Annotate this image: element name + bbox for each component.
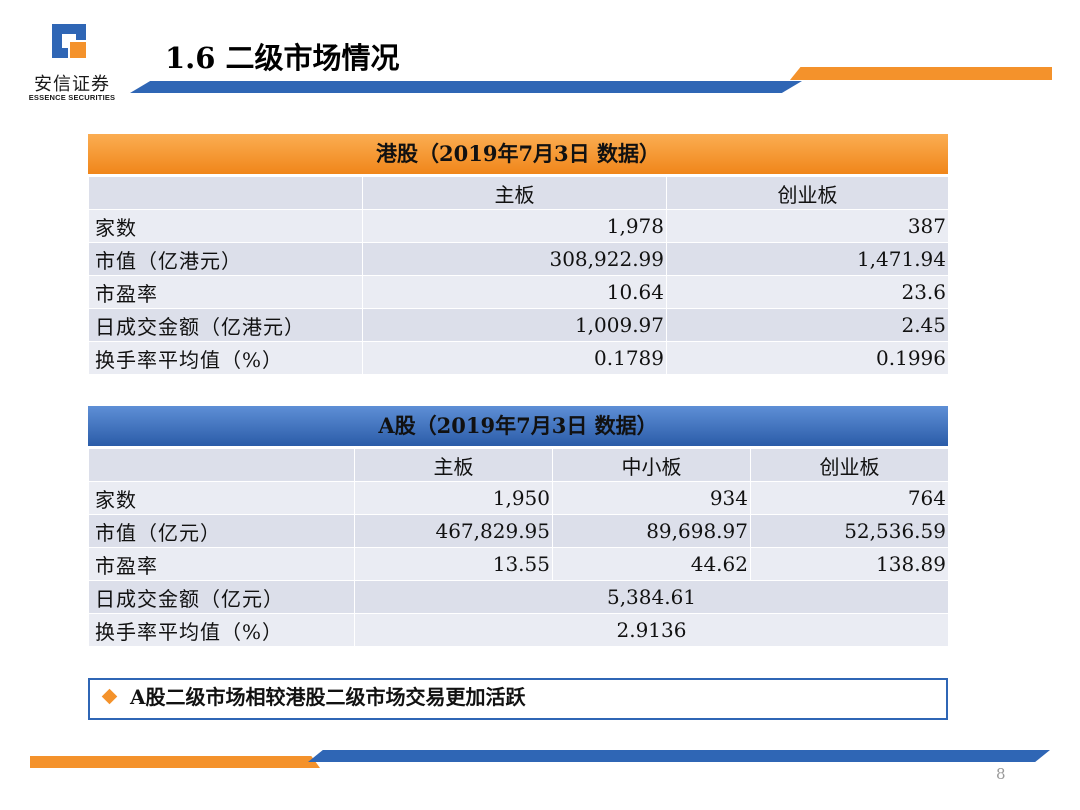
table-header-row: 主板 创业板	[88, 176, 949, 210]
table-row: 市盈率 13.55 44.62 138.89	[88, 547, 949, 581]
row-label: 市盈率	[88, 547, 355, 581]
table-header-row: 主板 中小板 创业板	[88, 448, 949, 482]
cell-value: 387	[666, 209, 949, 243]
cell-value: 89,698.97	[552, 514, 751, 548]
cell-value: 2.45	[666, 308, 949, 342]
hk-table-banner: 港股（2019年7月3日 数据）	[88, 134, 948, 174]
row-label: 家数	[88, 481, 355, 515]
merged-cell-value: 2.9136	[354, 613, 949, 647]
page-title: 1.6 二级市场情况	[165, 41, 400, 75]
table-row: 市值（亿港元） 308,922.99 1,471.94	[88, 242, 949, 276]
cell-value: 44.62	[552, 547, 751, 581]
cell-value: 138.89	[750, 547, 949, 581]
table-row: 日成交金额（亿元） 5,384.61	[88, 580, 949, 614]
cell-value: 0.1789	[362, 341, 667, 375]
header-cell: 主板	[354, 448, 553, 482]
table-row: 市盈率 10.64 23.6	[88, 275, 949, 309]
header-cell: 中小板	[552, 448, 751, 482]
table-row: 家数 1,950 934 764	[88, 481, 949, 515]
cell-value: 13.55	[354, 547, 553, 581]
page-number: 8	[996, 765, 1006, 783]
row-label: 日成交金额（亿港元）	[88, 308, 363, 342]
footer-stripe-orange	[30, 756, 320, 768]
table-row: 家数 1,978 387	[88, 209, 949, 243]
cell-value: 52,536.59	[750, 514, 949, 548]
header-cell: 创业板	[750, 448, 949, 482]
header-cell	[88, 448, 355, 482]
conclusion-box	[88, 678, 948, 720]
a-share-table: 主板 中小板 创业板 家数 1,950 934 764 市值（亿元） 467,8…	[88, 448, 949, 647]
row-label: 换手率平均值（%）	[88, 613, 355, 647]
cell-value: 10.64	[362, 275, 667, 309]
row-label: 换手率平均值（%）	[88, 341, 363, 375]
cell-value: 23.6	[666, 275, 949, 309]
header-cell: 主板	[362, 176, 667, 210]
merged-cell-value: 5,384.61	[354, 580, 949, 614]
footer-stripe-blue	[308, 750, 1050, 762]
row-label: 市值（亿元）	[88, 514, 355, 548]
row-label: 市盈率	[88, 275, 363, 309]
row-label: 市值（亿港元）	[88, 242, 363, 276]
table-row: 换手率平均值（%） 2.9136	[88, 613, 949, 647]
header-stripe-orange	[790, 67, 1052, 80]
hk-stock-table: 主板 创业板 家数 1,978 387 市值（亿港元） 308,922.99 1…	[88, 176, 949, 375]
essence-logo-icon	[52, 24, 86, 58]
conclusion-text: A股二级市场相较港股二级市场交易更加活跃	[130, 685, 526, 709]
cell-value: 0.1996	[666, 341, 949, 375]
logo-name-cn: 安信证券	[34, 74, 110, 95]
header-stripe-blue	[130, 81, 802, 93]
table-row: 换手率平均值（%） 0.1789 0.1996	[88, 341, 949, 375]
table-row: 日成交金额（亿港元） 1,009.97 2.45	[88, 308, 949, 342]
cell-value: 934	[552, 481, 751, 515]
header-cell	[88, 176, 363, 210]
table-row: 市值（亿元） 467,829.95 89,698.97 52,536.59	[88, 514, 949, 548]
cell-value: 1,009.97	[362, 308, 667, 342]
cell-value: 308,922.99	[362, 242, 667, 276]
header-cell: 创业板	[666, 176, 949, 210]
logo-name-en: ESSENCE SECURITIES	[28, 93, 116, 102]
row-label: 日成交金额（亿元）	[88, 580, 355, 614]
cell-value: 764	[750, 481, 949, 515]
cell-value: 1,471.94	[666, 242, 949, 276]
a-share-table-banner: A股（2019年7月3日 数据）	[88, 406, 948, 446]
row-label: 家数	[88, 209, 363, 243]
cell-value: 467,829.95	[354, 514, 553, 548]
cell-value: 1,978	[362, 209, 667, 243]
cell-value: 1,950	[354, 481, 553, 515]
